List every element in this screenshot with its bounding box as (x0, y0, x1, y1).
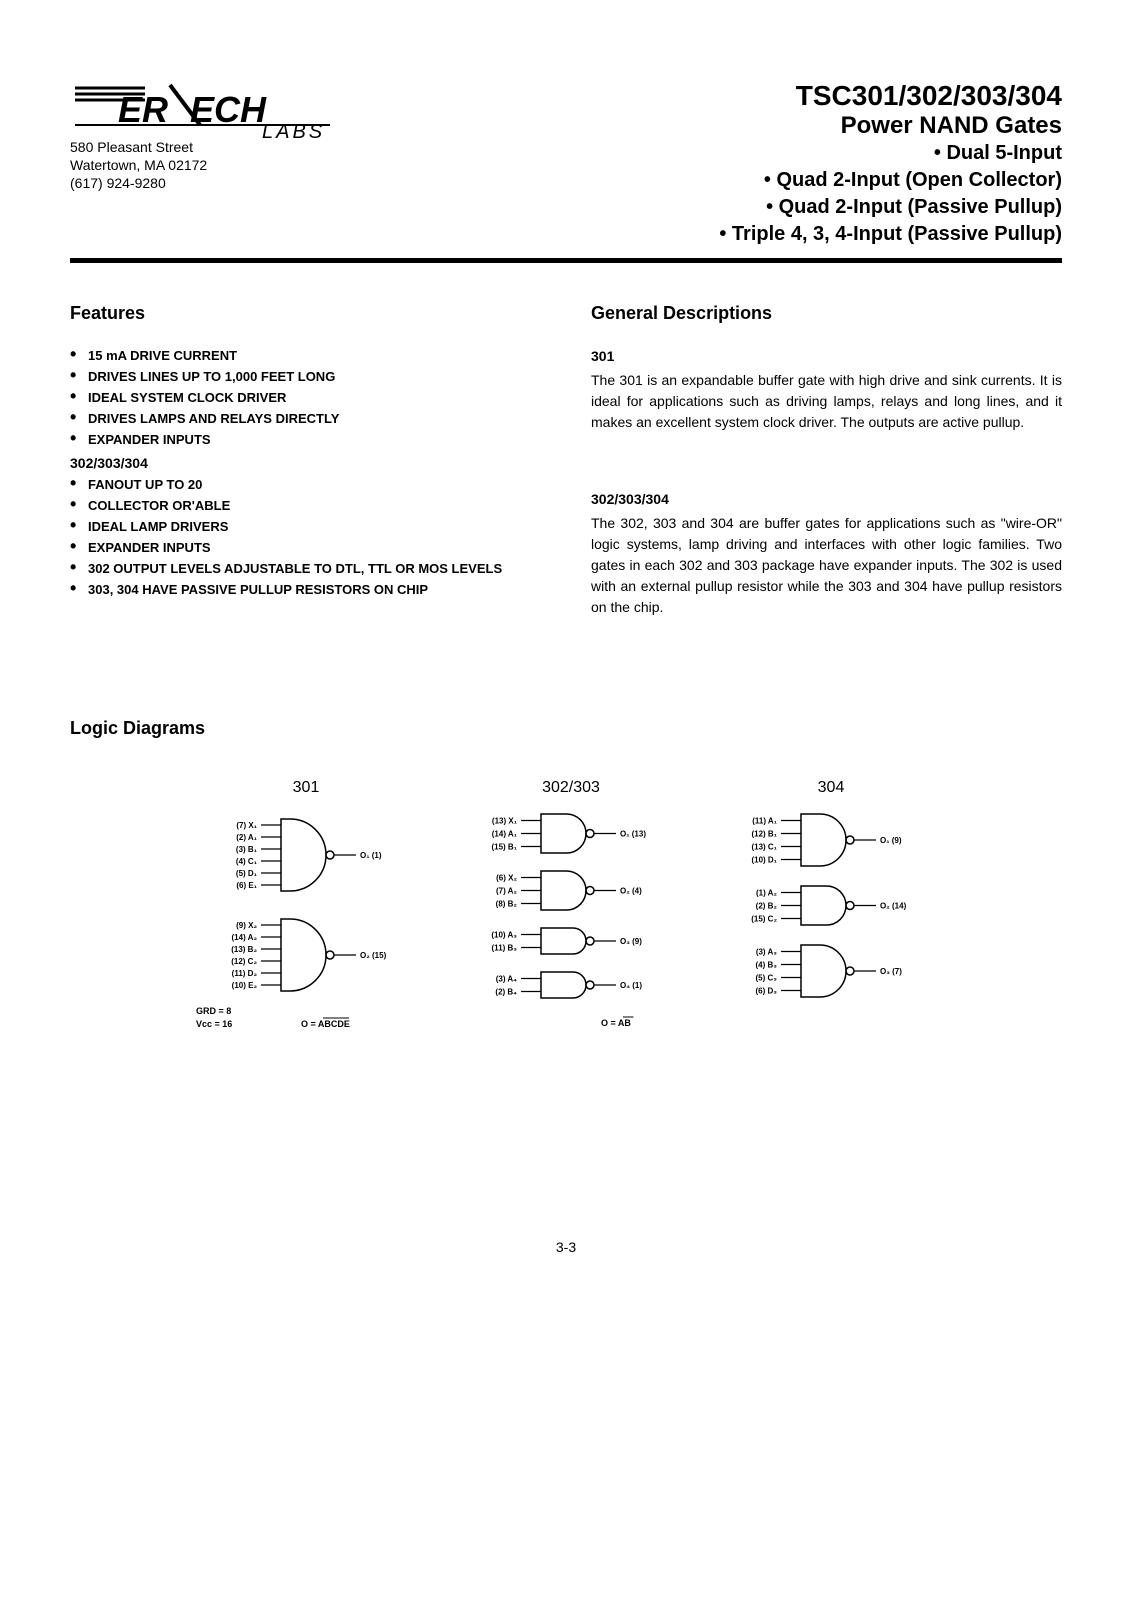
svg-text:(11) A₁: (11) A₁ (752, 817, 777, 826)
svg-text:(12) B₁: (12) B₁ (751, 830, 777, 839)
svg-text:O = AB: O = AB (601, 1018, 631, 1028)
features-list-2: FANOUT UP TO 20 COLLECTOR OR'ABLE IDEAL LA… (70, 477, 541, 597)
svg-text:O₄ (1): O₄ (1) (620, 981, 642, 990)
address-line1: 580 Pleasant Street (70, 138, 350, 156)
feature-item: 302 OUTPUT LEVELS ADJUSTABLE TO DTL, TTL… (70, 561, 541, 576)
svg-text:(13) B₂: (13) B₂ (231, 945, 257, 954)
general-column: General Descriptions 301 The 301 is an e… (591, 303, 1062, 618)
svg-text:(15) B₁: (15) B₁ (491, 843, 517, 852)
svg-text:(2) A₁: (2) A₁ (236, 833, 257, 842)
address-line2: Watertown, MA 02172 (70, 156, 350, 174)
logic-diagram-304-svg: O₁ (9) (11) A₁ (12) B₁ (13) C₁ (10) D₁ O₂ (14… (721, 809, 941, 1039)
feature-item: 15 mA DRIVE CURRENT (70, 348, 541, 363)
svg-text:(6) X₂: (6) X₂ (496, 874, 517, 883)
svg-text:(15) C₂: (15) C₂ (751, 915, 777, 924)
svg-text:(1) A₂: (1) A₂ (756, 889, 777, 898)
page-number: 3-3 (70, 1239, 1062, 1255)
part-number: TSC301/302/303/304 (719, 80, 1062, 112)
logic-diagram-302-303-svg: O₁ (13) (13) X₁ (14) A₁ (15) B₁ O₂ (4) (6) X₂… (461, 809, 681, 1059)
company-logo: ER ECH LABS (70, 80, 350, 140)
logic-diagrams-section: Logic Diagrams 301 O₁ (1) (7) X₁ (2) A₁ (3)… (70, 718, 1062, 1059)
svg-text:(7) A₂: (7) A₂ (496, 887, 517, 896)
svg-text:(11) D₂: (11) D₂ (232, 969, 258, 978)
svg-text:O = ABCDE: O = ABCDE (301, 1019, 350, 1029)
subtitle-1: • Dual 5-Input (719, 140, 1062, 167)
title-block: TSC301/302/303/304 Power NAND Gates • Du… (719, 80, 1062, 248)
svg-text:GRD = 8: GRD = 8 (196, 1006, 231, 1016)
diagram-301-title: 301 (293, 779, 320, 797)
svg-text:(6) D₃: (6) D₃ (756, 987, 778, 996)
svg-text:ECH: ECH (190, 89, 267, 130)
svg-text:(10) D₁: (10) D₁ (751, 856, 777, 865)
diagram-304-title: 304 (818, 779, 845, 797)
svg-text:(13) X₁: (13) X₁ (492, 817, 518, 826)
features-list-1: 15 mA DRIVE CURRENT DRIVES LINES UP TO 1,… (70, 348, 541, 447)
svg-text:(5) C₃: (5) C₃ (756, 974, 778, 983)
feature-item: EXPANDER INPUTS (70, 432, 541, 447)
svg-text:(14) A₁: (14) A₁ (492, 830, 518, 839)
company-phone: (617) 924-9280 (70, 174, 350, 192)
svg-text:O₂ (4): O₂ (4) (620, 887, 642, 896)
svg-text:O₁ (13): O₁ (13) (620, 830, 646, 839)
feature-item: DRIVES LINES UP TO 1,000 FEET LONG (70, 369, 541, 384)
svg-text:(10) A₃: (10) A₃ (491, 931, 517, 940)
feature-item: COLLECTOR OR'ABLE (70, 498, 541, 513)
feature-item: FANOUT UP TO 20 (70, 477, 541, 492)
logic-diagram-301-svg: O₁ (1) (7) X₁ (2) A₁ (3) B₁ (4) C₁ (5) D₁ (6) … (191, 809, 421, 1049)
svg-text:(3) A₄: (3) A₄ (496, 975, 517, 984)
svg-text:O₃ (9): O₃ (9) (620, 937, 642, 946)
svg-text:(9) X₂: (9) X₂ (236, 921, 257, 930)
svg-text:O₁ (1): O₁ (1) (360, 851, 382, 860)
svg-text:(3) A₃: (3) A₃ (756, 948, 777, 957)
general-p2-head: 302/303/304 (591, 491, 1062, 507)
svg-text:(6) E₁: (6) E₁ (236, 881, 257, 890)
company-address: 580 Pleasant Street Watertown, MA 02172 … (70, 138, 350, 193)
svg-text:(11) B₃: (11) B₃ (492, 944, 518, 953)
features-column: Features 15 mA DRIVE CURRENT DRIVES LINES… (70, 303, 541, 618)
svg-text:(10) E₂: (10) E₂ (232, 981, 258, 990)
general-p2-body: The 302, 303 and 304 are buffer gates fo… (591, 513, 1062, 618)
company-logo-block: ER ECH LABS 580 Pleasant Street Watertow… (70, 80, 350, 193)
product-title: Power NAND Gates (719, 112, 1062, 140)
diagram-304: 304 O₁ (9) (11) A₁ (12) B₁ (13) C₁ (10) D₁ O₂… (721, 779, 941, 1059)
diagram-302-303-title: 302/303 (542, 779, 600, 797)
svg-text:(12) C₂: (12) C₂ (231, 957, 257, 966)
feature-item: IDEAL SYSTEM CLOCK DRIVER (70, 390, 541, 405)
svg-text:(8) B₂: (8) B₂ (496, 900, 518, 909)
feature-item: DRIVES LAMPS AND RELAYS DIRECTLY (70, 411, 541, 426)
logic-heading: Logic Diagrams (70, 718, 1062, 739)
svg-text:Vcc = 16: Vcc = 16 (196, 1019, 232, 1029)
svg-text:(2) B₄: (2) B₄ (495, 988, 517, 997)
svg-text:(13) C₁: (13) C₁ (751, 843, 777, 852)
svg-text:O₂ (14): O₂ (14) (880, 902, 907, 911)
feature-item: IDEAL LAMP DRIVERS (70, 519, 541, 534)
subtitle-4: • Triple 4, 3, 4-Input (Passive Pullup) (719, 221, 1062, 248)
svg-text:O₂ (15): O₂ (15) (360, 951, 387, 960)
diagram-302-303: 302/303 O₁ (13) (13) X₁ (14) A₁ (15) B₁ O₂ (… (461, 779, 681, 1059)
svg-text:(2) B₂: (2) B₂ (756, 902, 778, 911)
svg-text:(4) B₃: (4) B₃ (756, 961, 778, 970)
feature-item: 303, 304 HAVE PASSIVE PULLUP RESISTORS O… (70, 582, 541, 597)
features-heading: Features (70, 303, 541, 324)
svg-text:(3) B₁: (3) B₁ (236, 845, 258, 854)
svg-text:(4) C₁: (4) C₁ (236, 857, 258, 866)
svg-text:(14) A₂: (14) A₂ (232, 933, 258, 942)
diagram-301: 301 O₁ (1) (7) X₁ (2) A₁ (3) B₁ (4) C₁ (5) D₁… (191, 779, 421, 1059)
general-p1-body: The 301 is an expandable buffer gate wit… (591, 370, 1062, 433)
feature-item: EXPANDER INPUTS (70, 540, 541, 555)
general-heading: General Descriptions (591, 303, 1062, 324)
svg-text:ER: ER (118, 89, 168, 130)
svg-text:(7) X₁: (7) X₁ (236, 821, 257, 830)
svg-text:(5) D₁: (5) D₁ (236, 869, 258, 878)
svg-text:O₃ (7): O₃ (7) (880, 967, 902, 976)
general-p1-head: 301 (591, 348, 1062, 364)
subtitle-2: • Quad 2-Input (Open Collector) (719, 167, 1062, 194)
subtitle-3: • Quad 2-Input (Passive Pullup) (719, 194, 1062, 221)
features-group2-head: 302/303/304 (70, 455, 541, 471)
svg-text:O₁ (9): O₁ (9) (880, 836, 902, 845)
header-rule (70, 258, 1062, 263)
